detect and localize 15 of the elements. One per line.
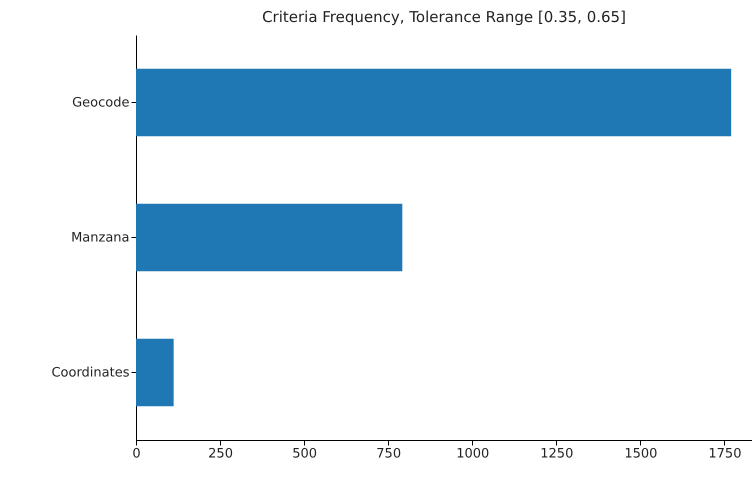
bar	[136, 338, 174, 406]
x-tick-label: 0	[132, 446, 141, 462]
chart-title: Criteria Frequency, Tolerance Range [0.35, 0.65]	[262, 8, 626, 26]
x-tick-label: 750	[376, 446, 402, 462]
x-tick-label: 1000	[456, 446, 490, 462]
x-tick-label: 250	[208, 446, 233, 462]
x-tick-label: 1500	[624, 446, 658, 462]
x-tick-label: 500	[292, 446, 318, 462]
bar	[136, 204, 402, 272]
x-tick-label: 1250	[540, 446, 574, 462]
y-tick-label: Manzana	[71, 230, 130, 246]
bar	[136, 68, 732, 136]
y-tick-label: Coordinates	[51, 366, 130, 380]
x-tick-label: 1750	[708, 446, 742, 462]
y-tick-label: Geocode	[72, 96, 130, 110]
